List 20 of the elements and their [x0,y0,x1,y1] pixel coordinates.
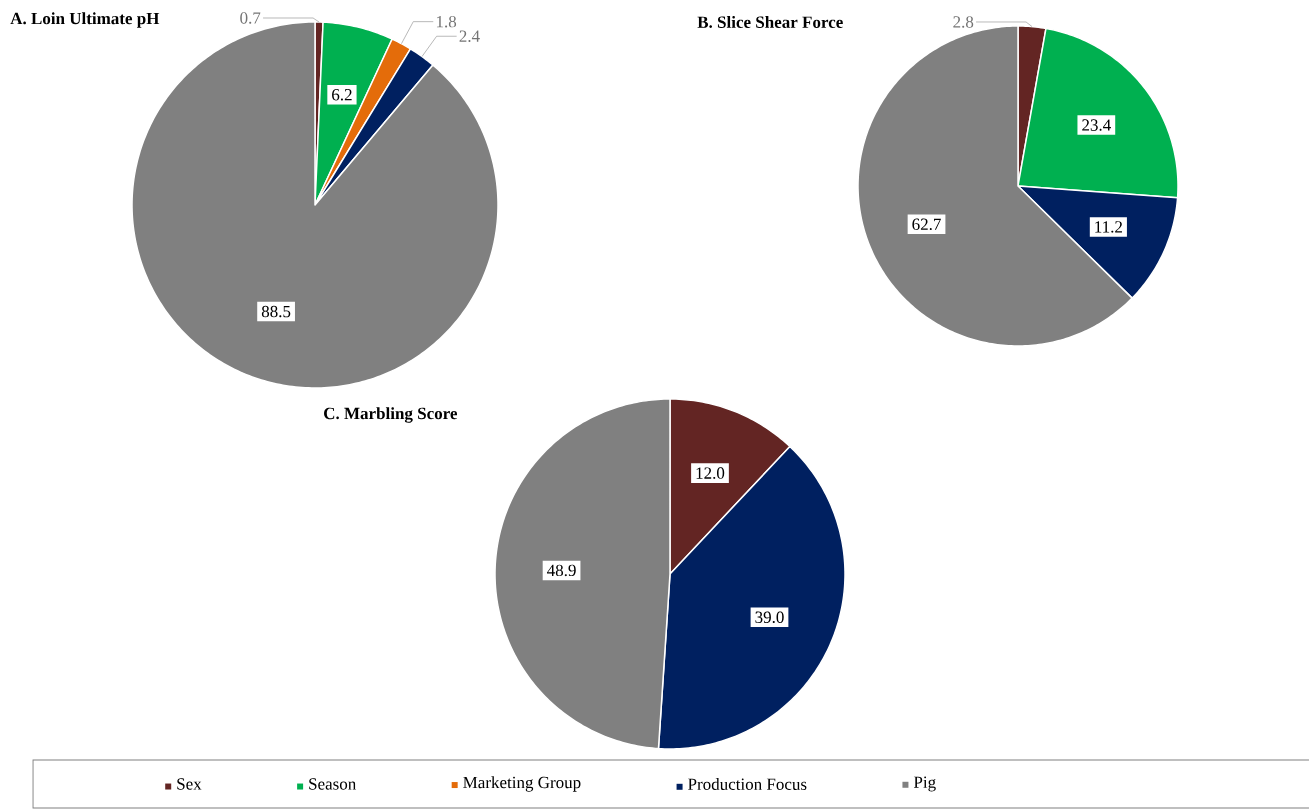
data-label: 6.2 [332,89,352,101]
data-label: 11.2 [1095,221,1122,233]
data-label: 23.4 [1082,119,1111,131]
chart-title: A. Loin Ultimate pH [10,12,160,28]
data-label: 1.8 [436,15,457,28]
data-label: 48.9 [547,564,576,577]
data-label: 12.0 [696,467,725,479]
data-label: 2.8 [953,16,974,28]
data-label: 2.4 [459,30,480,42]
legend-label: Season [309,778,357,790]
legend-label: Production Focus [688,778,807,790]
legend-label: Marketing Group [463,776,581,792]
chart-title: C. Marbling Score [324,407,458,423]
legend-label: Sex [177,778,202,790]
chart-title: B. Slice Shear Force [697,15,843,28]
data-label: 39.0 [755,611,784,624]
data-label: 0.7 [240,12,261,24]
data-label: 88.5 [261,305,291,318]
legend-label: Pig [913,776,936,792]
data-label: 62.7 [912,218,941,231]
